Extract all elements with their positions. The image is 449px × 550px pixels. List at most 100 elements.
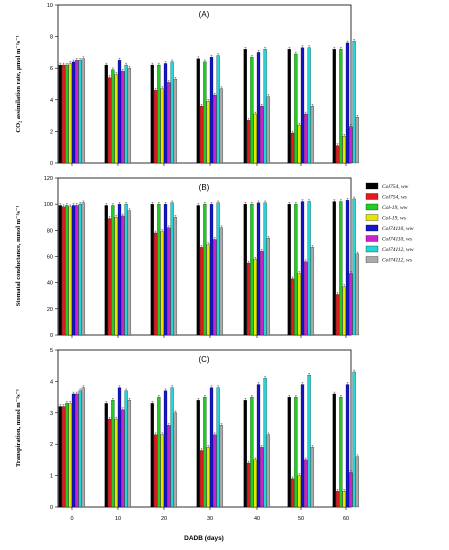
panel-b-bar (170, 202, 174, 336)
panel-c-bar (243, 400, 247, 508)
panel-a-bar (352, 41, 356, 164)
legend-swatch (365, 203, 379, 211)
panel-a-bar (355, 117, 360, 164)
panel-c-bar (253, 459, 257, 508)
panel-a-bar (160, 88, 164, 164)
legend-swatch (365, 182, 379, 190)
panel-a-bar (68, 63, 72, 164)
panel-c-bar (173, 412, 178, 508)
legend-label: Col-19, ws (382, 216, 406, 222)
panel-c-bar (104, 403, 108, 508)
panel-a-y-tick-label: 2 (50, 129, 53, 135)
panel-a-bar (243, 49, 247, 164)
panel-c-x-ticks: 0 10 20 30 40 50 60 (70, 516, 349, 522)
panel-a-y-tick-label: 10 (47, 3, 53, 9)
legend-swatch (365, 256, 379, 263)
panel-a-bar (256, 52, 261, 164)
panel-b-bar (246, 262, 251, 336)
panel-a-bar (104, 64, 108, 164)
panel-b-bar (294, 204, 298, 336)
panel-b-bar (263, 202, 267, 336)
panel-c-y-tick-label: 4 (50, 379, 53, 385)
panel-b-bar (349, 273, 353, 336)
panel-b-bar (304, 261, 308, 336)
panel-c-bar (127, 400, 132, 508)
panel-a-bar (304, 113, 308, 164)
panel-a-bar (167, 82, 171, 164)
panel-b-y-tick-label: 80 (47, 228, 53, 234)
panel-b-y-tick-label: 120 (44, 176, 53, 182)
panel-b-bar (117, 204, 122, 336)
panel-a-bar (342, 136, 346, 164)
panel-a-y-tick-label: 4 (50, 98, 53, 104)
panel-c-bar (300, 384, 305, 508)
panel-b-bar (203, 204, 207, 336)
panel-a-bar (300, 47, 305, 164)
panel-b-y-tick-label: 40 (47, 281, 53, 287)
panel-c-bar (246, 462, 251, 508)
x-tick-label: 10 (115, 516, 121, 522)
legend-swatch (365, 245, 379, 253)
panel-c-bar (114, 418, 118, 508)
legend-swatch (365, 224, 379, 232)
panel-a-bar (114, 74, 118, 164)
panel-b-bar (206, 244, 210, 336)
panel-b-bar (160, 231, 164, 336)
panel-c-bar (167, 425, 171, 508)
panel-b-bar (163, 204, 168, 336)
panel-c-bar (157, 396, 161, 508)
legend-label: Col754, ww (382, 183, 409, 190)
panel-a-bar (65, 64, 69, 164)
panel-c-bar (196, 400, 200, 508)
panel-b-bar (114, 217, 118, 336)
x-tick-label: 0 (70, 516, 73, 522)
panel-c-bar (260, 447, 264, 508)
legend-label: Col74110, ws (382, 236, 412, 243)
x-tick-label: 60 (343, 516, 349, 522)
panel-b-bar (199, 247, 204, 336)
legend: Col754, ww Col754, ws Col-19, ww Col-19, ws… (365, 182, 414, 264)
panel-a-y-tick-label: 8 (50, 35, 53, 41)
panel-b-bar (266, 238, 271, 336)
panel-a-bar (332, 49, 336, 164)
panel-a-bar (203, 61, 207, 164)
panel-c-bar (163, 390, 168, 508)
panel-c-y-tick-label: 1 (50, 474, 53, 480)
panel-a-bar (173, 79, 178, 164)
panel-c-bar (117, 387, 122, 508)
panel-b-y-tick-label: 20 (47, 307, 53, 313)
panel-c-bar (304, 459, 308, 508)
panel-c-bar (349, 472, 353, 508)
panel-c-bar (355, 456, 360, 508)
panel-b-bar (345, 200, 350, 336)
panel-a-ylabel: CO₂ assimilation rate, µmol m⁻²s⁻¹ (15, 35, 22, 132)
panel-c-label: (C) (198, 355, 209, 364)
legend-swatch (365, 193, 379, 200)
panel-b-bar (297, 273, 301, 336)
panel-b: (B) Stomatal conductance, mmol m⁻²s⁻¹ 0 2… (15, 176, 360, 339)
legend-swatch (365, 214, 379, 221)
panel-b-bar (287, 204, 291, 336)
panel-c-bar (71, 393, 76, 508)
panel-c-bar (287, 396, 291, 508)
panel-c-bar (213, 434, 217, 508)
panel-c-bar (310, 447, 315, 508)
panel-c-bar (58, 406, 62, 508)
panel-a: (A) CO₂ assimilation rate, µmol m⁻²s⁻¹ 0… (15, 3, 360, 167)
panel-c-bar (124, 390, 128, 508)
panel-c-bar (65, 403, 69, 508)
panel-c-bar (150, 403, 154, 508)
panel-a-bar (121, 71, 125, 164)
panel-b-bar (290, 278, 295, 336)
panel-b-bar (213, 239, 217, 336)
panel-c-bar (121, 409, 125, 508)
panel-c-y-tick-label: 3 (50, 411, 53, 417)
panel-a-bar (196, 58, 200, 164)
panel-a-bar (213, 94, 217, 164)
panel-a-bar (339, 49, 343, 164)
panel-b-bar (352, 198, 356, 336)
legend-swatch (365, 235, 379, 242)
panel-b-bar (256, 202, 261, 336)
panel-b-label: (B) (199, 183, 210, 192)
panel-b-bar (167, 227, 171, 336)
